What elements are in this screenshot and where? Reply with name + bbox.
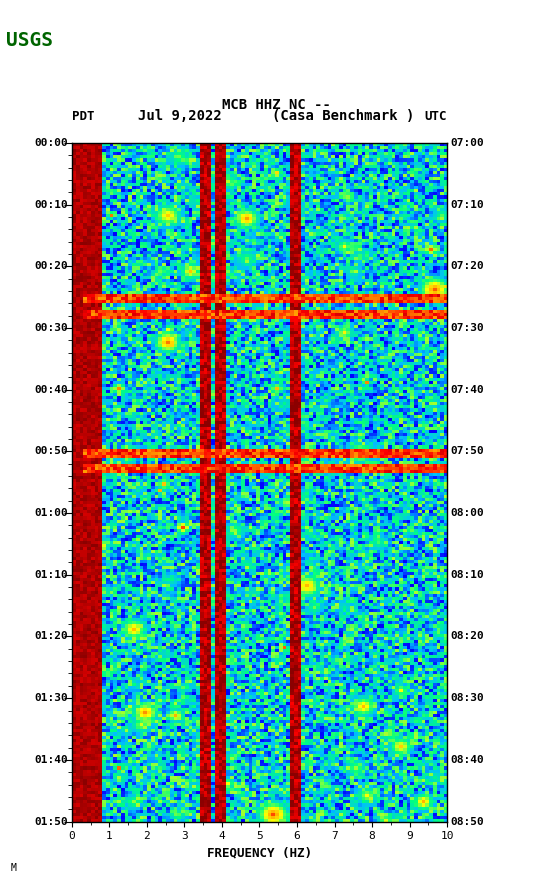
- Text: Jul 9,2022      (Casa Benchmark ): Jul 9,2022 (Casa Benchmark ): [138, 109, 414, 123]
- Text: 01:30: 01:30: [34, 693, 68, 703]
- Text: 08:10: 08:10: [451, 570, 485, 580]
- Text: 08:20: 08:20: [451, 631, 485, 641]
- Text: 07:10: 07:10: [451, 199, 485, 210]
- Text: 01:50: 01:50: [34, 816, 68, 827]
- Text: 08:50: 08:50: [451, 816, 485, 827]
- Text: 00:20: 00:20: [34, 262, 68, 271]
- Text: PDT: PDT: [72, 110, 94, 123]
- Text: 00:40: 00:40: [34, 385, 68, 395]
- Text: MCB HHZ NC --: MCB HHZ NC --: [221, 97, 331, 112]
- Text: 08:40: 08:40: [451, 755, 485, 765]
- Text: M: M: [11, 863, 17, 872]
- Text: 01:00: 01:00: [34, 508, 68, 518]
- Text: 00:00: 00:00: [34, 138, 68, 148]
- Text: 01:10: 01:10: [34, 570, 68, 580]
- Text: 00:50: 00:50: [34, 446, 68, 456]
- Text: 01:40: 01:40: [34, 755, 68, 765]
- Text: 07:40: 07:40: [451, 385, 485, 395]
- Text: 08:00: 08:00: [451, 508, 485, 518]
- Text: 01:20: 01:20: [34, 631, 68, 641]
- Text: 07:30: 07:30: [451, 323, 485, 333]
- X-axis label: FREQUENCY (HZ): FREQUENCY (HZ): [207, 847, 312, 860]
- Text: 07:20: 07:20: [451, 262, 485, 271]
- Text: 07:00: 07:00: [451, 138, 485, 148]
- Text: USGS: USGS: [6, 31, 52, 50]
- Text: UTC: UTC: [424, 110, 447, 123]
- Text: 00:10: 00:10: [34, 199, 68, 210]
- Text: 08:30: 08:30: [451, 693, 485, 703]
- Text: 07:50: 07:50: [451, 446, 485, 456]
- Text: 00:30: 00:30: [34, 323, 68, 333]
